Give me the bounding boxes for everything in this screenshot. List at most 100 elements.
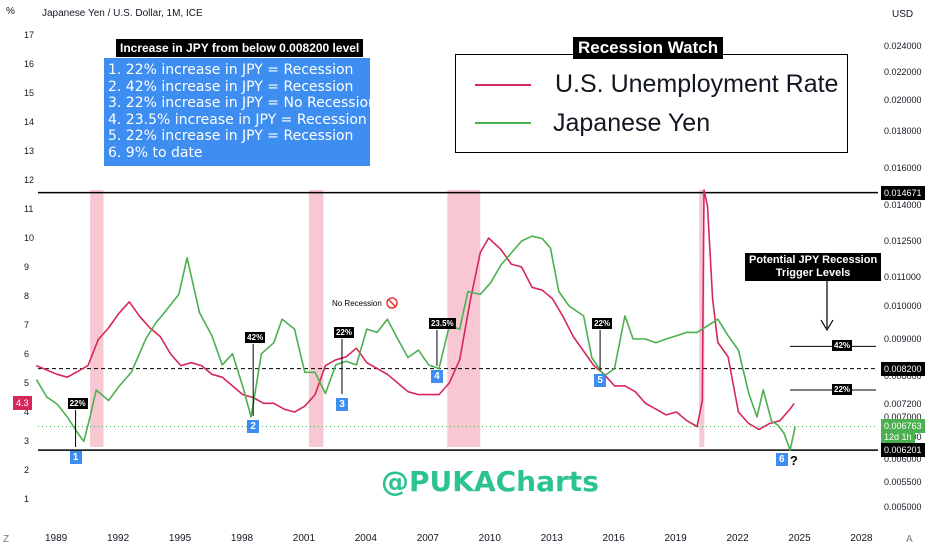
note-item: 3. 22% increase in JPY = No Recession [108,95,377,111]
left-axis-tick: 2 [24,465,29,475]
x-axis-tick: 2007 [417,533,440,544]
unemployment-rate-line [36,189,795,431]
right-axis-tick: 0.010000 [884,301,922,311]
bottom-left-label: Z [3,534,10,545]
question-mark: ? [790,453,798,468]
unemployment-price-tag: 4.3 [13,396,32,411]
right-axis-tick: 0.024000 [884,41,922,51]
x-axis-tick: 2016 [603,533,626,544]
right-axis-tick: 0.020000 [884,95,922,105]
increase-badge: 23.5% [428,318,456,329]
left-axis-tick: 10 [24,233,34,243]
right-axis-tick: 0.005000 [884,502,922,512]
left-axis-tick: 6 [24,349,29,359]
legend-title: Recession Watch [573,37,724,59]
x-axis-tick: 1989 [45,533,68,544]
recession-band [308,190,324,447]
right-axis-tick: 0.009000 [884,334,922,344]
right-axis-tick: 0.022000 [884,67,922,77]
legend-box [455,54,848,153]
x-axis-tick: 2019 [665,533,688,544]
right-axis-tick: 0.007000 [884,412,922,422]
note-item: 1. 22% increase in JPY = Recession [108,62,354,78]
right-axis-tick: 0.008000 [884,371,922,381]
left-axis-tick: 12 [24,175,34,185]
x-axis-tick: 1995 [169,533,192,544]
price-tag: 0.006201 [881,443,925,458]
x-axis-tick: 2001 [293,533,316,544]
left-axis-tick: 4 [24,407,29,417]
legend-label-yen: Japanese Yen [553,109,711,137]
price-tag: 0.006763 [881,419,925,434]
left-axis-tick: 9 [24,262,29,272]
notes-title: Increase in JPY from below 0.008200 leve… [116,39,364,57]
right-axis-tick: 0.007200 [884,399,922,409]
x-axis-tick: 2022 [726,533,749,544]
left-axis-tick: 17 [24,30,34,40]
left-axis-tick: 15 [24,88,34,98]
left-axis-tick: 5 [24,378,29,388]
right-axis-tick: 0.016000 [884,163,922,173]
notes-box: 1. 22% increase in JPY = Recession 2. 42… [104,58,377,166]
event-number-tag: 2 [247,420,260,433]
event-number-tag: 3 [335,398,348,411]
auto-scale-button[interactable]: A [906,534,913,545]
increase-badge: 22% [592,318,613,329]
increase-badge: 22% [333,327,354,338]
left-axis-tick: 3 [24,436,29,446]
increase-badge: 22% [67,398,88,409]
x-axis-tick: 2025 [788,533,811,544]
event-number-tag: 1 [69,451,82,464]
x-axis-tick: 2010 [479,533,502,544]
event-number-tag: 6 [775,453,788,466]
right-axis-tick: 0.011000 [884,272,921,282]
right-axis-tick: 0.005500 [884,477,922,487]
note-item: 6. 9% to date [108,144,203,161]
legend-line-yen [475,122,531,124]
note-item: 4. 23.5% increase in JPY = Recession [108,111,367,128]
chart-title: Japanese Yen / U.S. Dollar, 1M, ICE [42,8,203,19]
left-axis-tick: 1 [24,494,29,504]
legend-label-unemployment: U.S. Unemployment Rate [555,70,839,98]
left-unit-label: % [6,6,15,17]
recession-band [90,190,104,447]
left-axis-tick: 8 [24,291,29,301]
right-axis-tick: 0.012500 [884,236,922,246]
note-item: 2. 42% increase in JPY = Recession [108,78,354,95]
left-axis-tick: 13 [24,146,34,156]
no-recession-label: No Recession [332,299,382,308]
no-entry-icon-slash [387,298,397,308]
trigger-level-badge: 42% [832,340,853,352]
event-number-tag: 5 [594,374,607,387]
legend-line-unemployment [475,84,531,86]
left-axis-tick: 14 [24,117,34,127]
price-tag: 0.014671 [881,185,925,200]
price-tag: 0.008200 [881,361,925,376]
right-axis-tick: 0.014000 [884,200,922,210]
japanese-yen-line [35,235,796,451]
increase-badge: 42% [245,332,266,343]
left-axis-tick: 7 [24,320,29,330]
x-axis-tick: 2028 [850,533,873,544]
x-axis-tick: 2013 [541,533,564,544]
recession-band [699,190,705,447]
event-number-tag: 4 [430,370,443,383]
trigger-label-line: Trigger Levels [775,267,851,279]
x-axis-tick: 2004 [355,533,378,544]
trigger-arrow-head [820,319,834,332]
trigger-level-badge: 22% [832,384,853,395]
x-axis-tick: 1992 [107,533,130,544]
no-entry-icon [386,297,398,309]
trigger-label-line: Potential JPY Recession [749,254,878,266]
right-axis-tick: 0.018000 [884,126,922,136]
watermark: @PUKACharts [381,465,599,498]
note-item: 5. 22% increase in JPY = Recession [108,128,354,144]
x-axis-tick: 1998 [231,533,254,544]
left-axis-tick: 16 [24,59,34,69]
currency-label[interactable]: USD [892,9,914,20]
price-tag: 12d 1h [881,430,915,445]
right-axis-tick: 0.006000 [884,454,922,464]
trigger-levels-label: Potential JPY Recession Trigger Levels [745,253,882,281]
left-axis-tick: 11 [24,204,33,214]
